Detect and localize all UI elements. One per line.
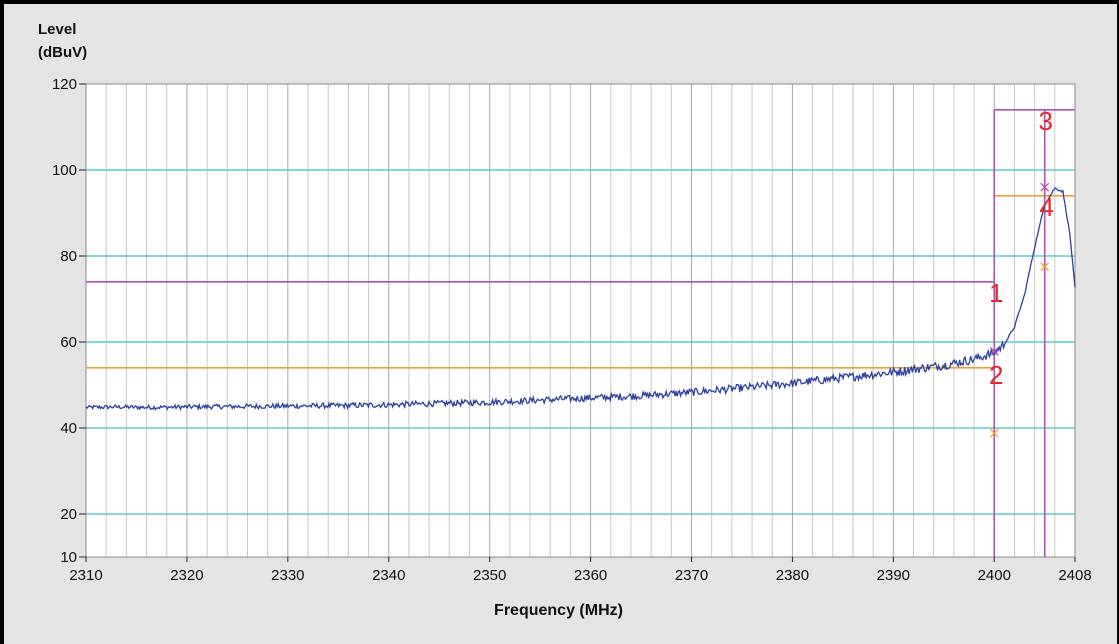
y-tick-label: 100 [52, 162, 77, 179]
measurement-point [1040, 262, 1050, 272]
measurement-point [989, 428, 999, 438]
x-tick-label: 2310 [69, 567, 102, 584]
chart-svg: 10 20 40 60 80 100 120 2310 2320 2330 2340 2350 2360… [52, 76, 1092, 619]
y-tick-label: 60 [60, 334, 77, 351]
marker-label-3: 3 [1038, 106, 1052, 136]
y-axis-label-line-2: (dBuV) [38, 44, 88, 61]
marker-label-2: 2 [989, 360, 1003, 390]
x-tick-label: 2408 [1058, 567, 1091, 584]
x-tick-label: 2400 [978, 567, 1011, 584]
x-tick-label: 2330 [271, 567, 304, 584]
x-tick-label: 2350 [473, 567, 506, 584]
y-tick-label: 40 [60, 420, 77, 437]
measurement-point [989, 347, 999, 356]
x-tick-label: 2340 [372, 567, 405, 584]
marker-label-1: 1 [989, 278, 1003, 308]
y-tick-label: 10 [60, 549, 77, 566]
plot-area [86, 84, 1075, 557]
x-tick-label: 2380 [776, 567, 809, 584]
y-tick-label: 80 [60, 248, 77, 265]
y-axis-label-line-1: Level [38, 21, 77, 38]
x-tick-label: 2370 [675, 567, 708, 584]
marker-label-4: 4 [1039, 192, 1053, 222]
plot-border [85, 83, 1076, 558]
y-tick-label: 20 [60, 506, 77, 523]
x-tick-label: 2320 [170, 567, 203, 584]
signal-trace [85, 187, 1076, 411]
chart-frame: Level (dBuV) 10 20 40 60 80 100 120 2310 2320 233… [4, 4, 1117, 644]
x-axis-label: Frequency (MHz) [494, 602, 623, 619]
y-tick-label: 120 [52, 76, 77, 93]
x-tick-label: 2360 [574, 567, 607, 584]
measurement-point [1040, 182, 1050, 192]
x-tick-label: 2390 [877, 567, 910, 584]
